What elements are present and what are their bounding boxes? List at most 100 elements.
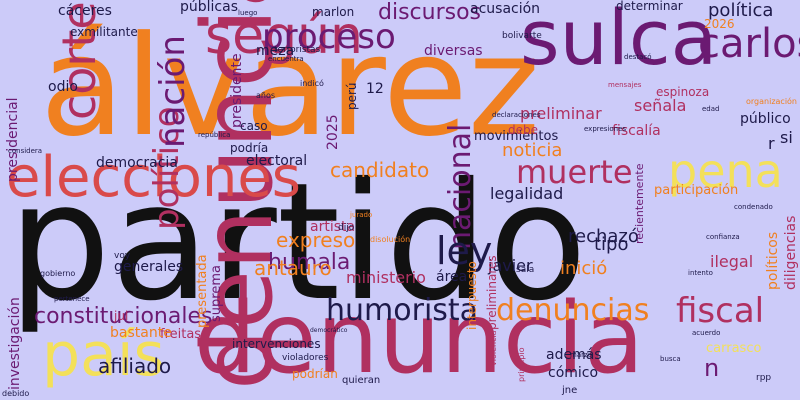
- cloud-word: humala: [268, 250, 351, 275]
- cloud-word: denuncias: [496, 293, 650, 328]
- cloud-word: interpuesto: [465, 261, 479, 330]
- cloud-word: busca: [660, 355, 681, 363]
- cloud-word: ley: [436, 229, 493, 273]
- cloud-word: muerte: [516, 153, 633, 191]
- cloud-word: república: [198, 131, 231, 139]
- cloud-word: acuerdo: [692, 329, 721, 337]
- cloud-word: 2025: [325, 114, 341, 150]
- cloud-word: preliminares: [485, 255, 499, 330]
- cloud-word: espinoza: [656, 85, 710, 99]
- cloud-word: intervenciones: [232, 337, 321, 351]
- cloud-word: cáceres: [58, 3, 112, 19]
- cloud-word: suprema: [209, 265, 224, 322]
- cloud-word: noticia: [502, 140, 563, 161]
- cloud-word: confianza: [706, 233, 740, 241]
- cloud-word: podrían: [292, 367, 338, 381]
- cloud-word: principio: [517, 347, 526, 382]
- cloud-word: debe: [508, 123, 538, 137]
- cloud-word: denuncia: [194, 282, 644, 396]
- cloud-word: bastante: [110, 325, 172, 341]
- cloud-word: electoral: [246, 153, 308, 169]
- cloud-word: afiliado: [98, 354, 172, 378]
- cloud-word: caso: [240, 119, 268, 133]
- cloud-word: destacó: [624, 53, 652, 61]
- cloud-word: partido: [8, 149, 588, 337]
- cloud-word: inició: [560, 258, 608, 279]
- cloud-word: democracia: [96, 155, 178, 171]
- cloud-word: marlon: [312, 5, 355, 19]
- cloud-word: rpp: [756, 373, 772, 383]
- cloud-word: nación: [153, 35, 193, 148]
- cloud-word: años: [256, 91, 276, 100]
- cloud-word: exmilitante: [70, 25, 138, 39]
- cloud-word: si: [780, 128, 793, 147]
- cloud-word: antauro: [254, 256, 332, 280]
- cloud-word: fiscal: [676, 291, 765, 331]
- cloud-word: javier: [488, 256, 533, 275]
- cloud-word: gobierno: [40, 269, 76, 278]
- cloud-word: expresiones: [584, 125, 627, 133]
- cloud-word: debido: [2, 389, 30, 398]
- cloud-word: perú: [345, 82, 359, 110]
- cloud-word: n: [704, 354, 720, 382]
- cloud-word: indicó: [300, 79, 324, 88]
- cloud-word: encuentra: [268, 55, 304, 63]
- cloud-word: recientemente: [633, 163, 646, 244]
- cloud-word: violadores: [282, 353, 329, 363]
- cloud-word: carrasco: [706, 341, 762, 356]
- cloud-word: marzo: [570, 351, 592, 359]
- cloud-word: señala: [634, 96, 687, 115]
- cloud-word: preliminar: [520, 104, 602, 123]
- cloud-word: intento: [688, 269, 713, 277]
- cloud-word: fiscalía: [612, 123, 661, 139]
- cloud-word: públicas: [180, 0, 238, 15]
- cloud-word: candidato: [330, 158, 430, 182]
- cloud-word: organización: [746, 97, 798, 106]
- cloud-word: investigación: [7, 297, 23, 390]
- cloud-word: elecciones: [6, 145, 301, 210]
- cloud-word: jne: [562, 385, 578, 396]
- cloud-word: diligencias: [783, 215, 799, 290]
- cloud-word: r: [768, 134, 775, 153]
- cloud-word: edad: [702, 105, 720, 113]
- cloud-word: democrático: [310, 327, 348, 334]
- cloud-word: artista: [310, 219, 356, 235]
- cloud-word: política: [708, 0, 774, 21]
- cloud-word: pertenece: [54, 295, 90, 303]
- cloud-word: quieran: [342, 375, 381, 386]
- cloud-word: condenado: [734, 203, 773, 211]
- cloud-word: dijo: [338, 223, 355, 233]
- cloud-word: carlos: [698, 21, 800, 67]
- cloud-word: corte: [52, 1, 106, 120]
- cloud-word: legalidad: [490, 184, 564, 203]
- cloud-word: participación: [654, 183, 739, 198]
- cloud-word: podría: [230, 141, 269, 155]
- cloud-word: rechazó: [568, 226, 639, 247]
- cloud-word: terroristas: [274, 45, 321, 55]
- cloud-word: políticos: [765, 231, 781, 290]
- cloud-word: jul: [114, 309, 129, 323]
- cloud-word: sala: [516, 265, 535, 275]
- cloud-word: discursos: [378, 0, 482, 25]
- cloud-word: álvarez: [40, 6, 541, 167]
- cloud-word: 12: [366, 81, 384, 97]
- cloud-word: constitucionales: [34, 304, 213, 329]
- cloud-word: odio: [48, 79, 78, 95]
- cloud-word: país: [42, 320, 165, 390]
- cloud-word: jurado: [350, 211, 373, 219]
- cloud-word: luego: [238, 9, 258, 17]
- cloud-word: según: [205, 6, 364, 66]
- cloud-word: voy: [114, 251, 131, 261]
- cloud-word: sulca: [520, 0, 718, 82]
- cloud-word: freitas: [160, 327, 202, 342]
- cloud-word: disolución: [370, 235, 411, 244]
- cloud-word: presidencial: [5, 97, 21, 182]
- cloud-word: tipo: [594, 234, 629, 255]
- cloud-word: mensajes: [608, 81, 642, 89]
- cloud-word: pena: [668, 144, 783, 198]
- cloud-word: presidente: [229, 53, 245, 128]
- cloud-word: cómico: [548, 365, 599, 381]
- cloud-word: declaraciones: [492, 111, 541, 119]
- cloud-word: generales: [114, 259, 184, 275]
